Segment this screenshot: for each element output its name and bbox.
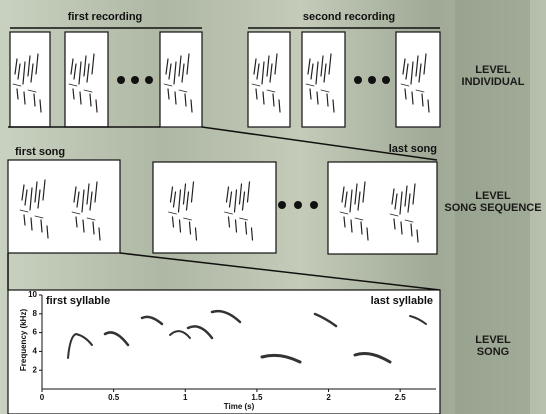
syllables bbox=[67, 309, 427, 364]
x-axis-label: Time (s) bbox=[224, 402, 255, 411]
level-label: SONG SEQUENCE bbox=[444, 202, 541, 214]
y-tick-label: 4 bbox=[33, 347, 38, 356]
syllable-label: last syllable bbox=[371, 295, 433, 307]
x-tick-label: 0 bbox=[40, 393, 45, 402]
x-tick-label: 1.5 bbox=[251, 393, 263, 402]
x-tick-label: 0.5 bbox=[108, 393, 120, 402]
tree-trunk bbox=[455, 0, 530, 414]
x-tick-label: 1 bbox=[183, 393, 188, 402]
spectrogram-panel bbox=[7, 289, 441, 414]
level-label: LEVEL bbox=[475, 64, 511, 76]
y-axis-label: Frequency (kHz) bbox=[19, 309, 28, 372]
song-label: last song bbox=[389, 143, 437, 155]
x-tick-label: 2 bbox=[326, 393, 331, 402]
recording-label: first recording bbox=[68, 11, 143, 23]
song-label: first song bbox=[15, 146, 65, 158]
y-tick-label: 8 bbox=[33, 309, 38, 318]
song-thumbnails bbox=[9, 31, 441, 128]
y-tick-label: 10 bbox=[28, 290, 37, 299]
syllable-label: first syllable bbox=[46, 295, 110, 307]
level-label: SONG bbox=[477, 346, 509, 358]
level-label: LEVEL bbox=[475, 334, 511, 346]
zoom-lines bbox=[7, 252, 441, 291]
y-tick-label: 6 bbox=[33, 328, 38, 337]
zoom-lines bbox=[8, 126, 438, 161]
y-tick-label: 2 bbox=[33, 365, 38, 374]
x-tick-label: 2.5 bbox=[395, 393, 407, 402]
level-label: INDIVIDUAL bbox=[462, 76, 525, 88]
recording-label: second recording bbox=[303, 11, 395, 23]
song-boxes bbox=[7, 159, 438, 255]
level-label: LEVEL bbox=[475, 190, 511, 202]
